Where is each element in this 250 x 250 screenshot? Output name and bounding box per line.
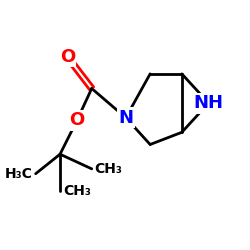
Text: CH₃: CH₃: [94, 162, 122, 176]
Text: N: N: [118, 109, 133, 127]
Text: O: O: [70, 111, 85, 129]
Text: H₃C: H₃C: [5, 167, 33, 181]
Text: CH₃: CH₃: [63, 184, 91, 198]
Text: O: O: [60, 48, 75, 66]
Text: NH: NH: [194, 94, 224, 112]
